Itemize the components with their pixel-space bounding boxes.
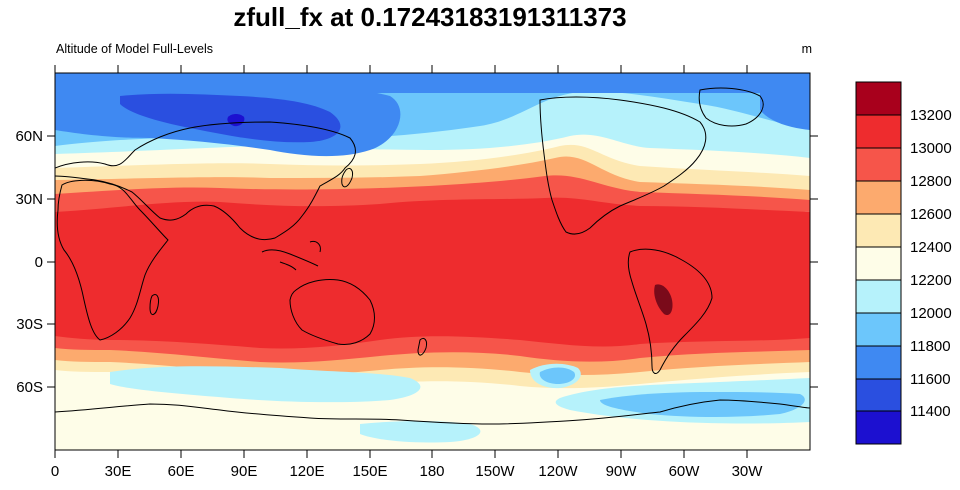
coast-south-america (627, 248, 713, 374)
lon-label-150e: 150E (352, 463, 387, 480)
lon-label-120e: 120E (289, 463, 324, 480)
lon-label-0: 0 (51, 463, 59, 480)
lon-label-180: 180 (419, 463, 444, 480)
lat-label-30n: 30N (15, 191, 43, 208)
field-units: m (801, 42, 812, 56)
south-11900-a (539, 367, 576, 384)
colorbar-label-11600: 11600 (910, 371, 951, 388)
lon-label-150w: 150W (475, 463, 515, 480)
colorbar-box-12900 (856, 148, 901, 181)
colorbar-frame (855, 81, 902, 445)
colorbar-label-13000: 13000 (910, 140, 952, 157)
colorbar-label-12400: 12400 (910, 239, 952, 256)
lat-label-60s: 60S (16, 379, 43, 396)
colorbar-label-12000: 12000 (910, 305, 952, 322)
coast-eurasia (55, 121, 356, 241)
lon-labels: 0 30E 60E 90E 120E 150E 180 150W 120W 90… (51, 463, 763, 480)
colorbar-box-13100 (856, 115, 901, 148)
colorbar-box-11500 (856, 379, 901, 411)
lat-label-0: 0 (35, 254, 43, 271)
lon-label-30e: 30E (105, 463, 132, 480)
colorbar-label-11400: 11400 (910, 403, 951, 420)
coast-australia (289, 279, 375, 345)
colorbar-label-12600: 12600 (910, 206, 952, 223)
coast-japan (341, 167, 353, 188)
colorbar-box-12100 (856, 280, 901, 313)
colorbar-box-12300 (856, 247, 901, 280)
colorbar-box-11700 (856, 346, 901, 379)
lon-label-90e: 90E (231, 463, 258, 480)
lat-labels: 60N 30N 0 30S 60S (15, 128, 43, 396)
colorbar-box-12700 (856, 181, 901, 214)
lon-label-30w: 30W (732, 463, 764, 480)
lon-label-60w: 60W (669, 463, 701, 480)
coast-antarctica (55, 399, 810, 425)
colorbar-box-11300 (856, 411, 901, 444)
colorbar-box-11900 (856, 313, 901, 346)
coastlines (55, 87, 810, 425)
lat-axis (47, 135, 818, 388)
colorbar-label-12800: 12800 (910, 173, 952, 190)
lon-label-120w: 120W (538, 463, 578, 480)
colorbar-label-11800: 11800 (910, 338, 951, 355)
coast-nz (417, 337, 427, 356)
colorbar: 13200 13000 12800 12600 12400 12200 1200… (855, 81, 952, 445)
lat-label-60n: 60N (15, 128, 43, 145)
colorbar-label-12200: 12200 (910, 272, 952, 289)
coast-indonesia (261, 241, 321, 271)
tropic-13300-sa (654, 284, 673, 316)
colorbar-label-13200: 13200 (910, 107, 952, 124)
plot-title: zfull_fx at 0.17243183191311373 (233, 2, 627, 32)
colorbar-box-12500 (856, 214, 901, 247)
colorbar-box-13300 (856, 82, 901, 115)
south-11900-b (600, 392, 805, 417)
field-long-name: Altitude of Model Full-Levels (56, 42, 214, 56)
lon-axis (54, 65, 748, 458)
south-12100-c (360, 421, 481, 443)
lon-label-60e: 60E (168, 463, 195, 480)
coast-madagascar (149, 293, 159, 315)
coast-north-america (539, 96, 707, 235)
lat-label-30s: 30S (16, 316, 43, 333)
north-pole-strip (55, 73, 810, 93)
coast-africa (56, 179, 169, 341)
contour-field (55, 73, 810, 450)
coast-greenland (698, 87, 764, 127)
south-12100-a (110, 366, 421, 403)
lon-label-90w: 90W (606, 463, 638, 480)
